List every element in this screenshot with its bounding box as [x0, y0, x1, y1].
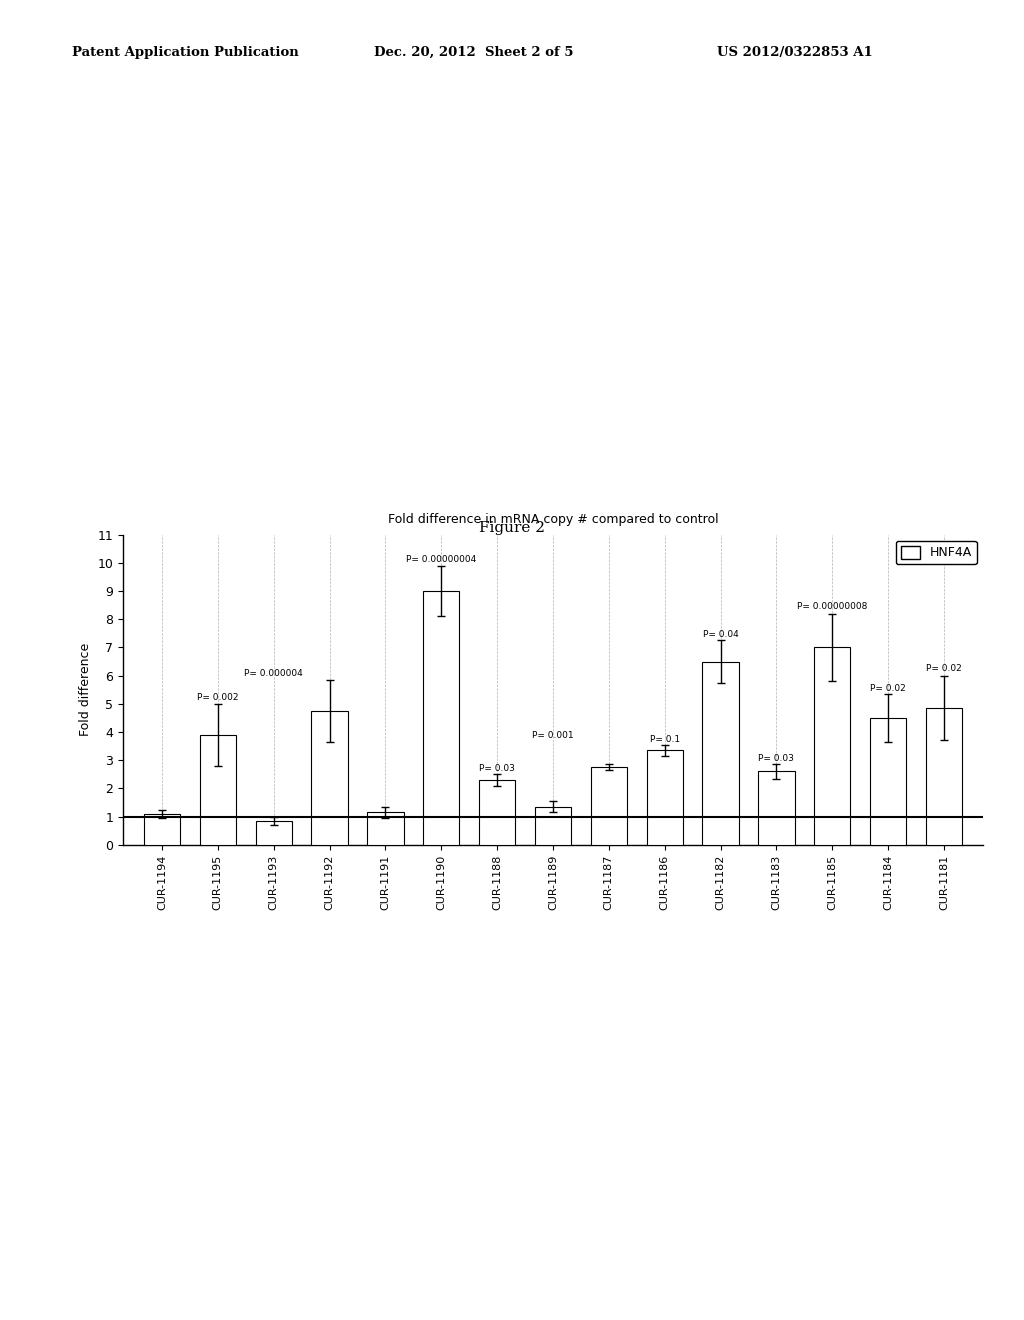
Text: P= 0.02: P= 0.02	[870, 684, 906, 693]
Text: P= 0.001: P= 0.001	[532, 731, 573, 741]
Text: US 2012/0322853 A1: US 2012/0322853 A1	[717, 46, 872, 59]
Text: P= 0.002: P= 0.002	[197, 693, 239, 702]
Text: P= 0.00000004: P= 0.00000004	[407, 556, 476, 564]
Text: Patent Application Publication: Patent Application Publication	[72, 46, 298, 59]
Bar	[926, 708, 963, 845]
Text: P= 0.03: P= 0.03	[759, 754, 795, 763]
Bar	[591, 767, 627, 845]
Bar	[368, 812, 403, 845]
Bar	[479, 780, 515, 845]
Bar	[256, 821, 292, 845]
Bar	[423, 591, 460, 845]
Text: P= 0.02: P= 0.02	[926, 664, 962, 673]
Text: Figure 2: Figure 2	[479, 520, 545, 535]
Legend: HNF4A: HNF4A	[896, 541, 977, 565]
Bar	[702, 661, 738, 845]
Text: Dec. 20, 2012  Sheet 2 of 5: Dec. 20, 2012 Sheet 2 of 5	[374, 46, 573, 59]
Bar	[200, 735, 236, 845]
Text: P= 0.03: P= 0.03	[479, 764, 515, 774]
Title: Fold difference in mRNA copy # compared to control: Fold difference in mRNA copy # compared …	[388, 513, 718, 527]
Bar	[535, 807, 571, 845]
Bar	[143, 813, 180, 845]
Bar	[646, 750, 683, 845]
Bar	[758, 771, 795, 845]
Text: P= 0.1: P= 0.1	[649, 735, 680, 744]
Bar	[870, 718, 906, 845]
Text: P= 0.04: P= 0.04	[702, 630, 738, 639]
Y-axis label: Fold difference: Fold difference	[79, 643, 92, 737]
Text: P= 0.000004: P= 0.000004	[245, 669, 303, 678]
Bar	[311, 711, 348, 845]
Text: P= 0.00000008: P= 0.00000008	[797, 602, 867, 611]
Bar	[814, 647, 850, 845]
